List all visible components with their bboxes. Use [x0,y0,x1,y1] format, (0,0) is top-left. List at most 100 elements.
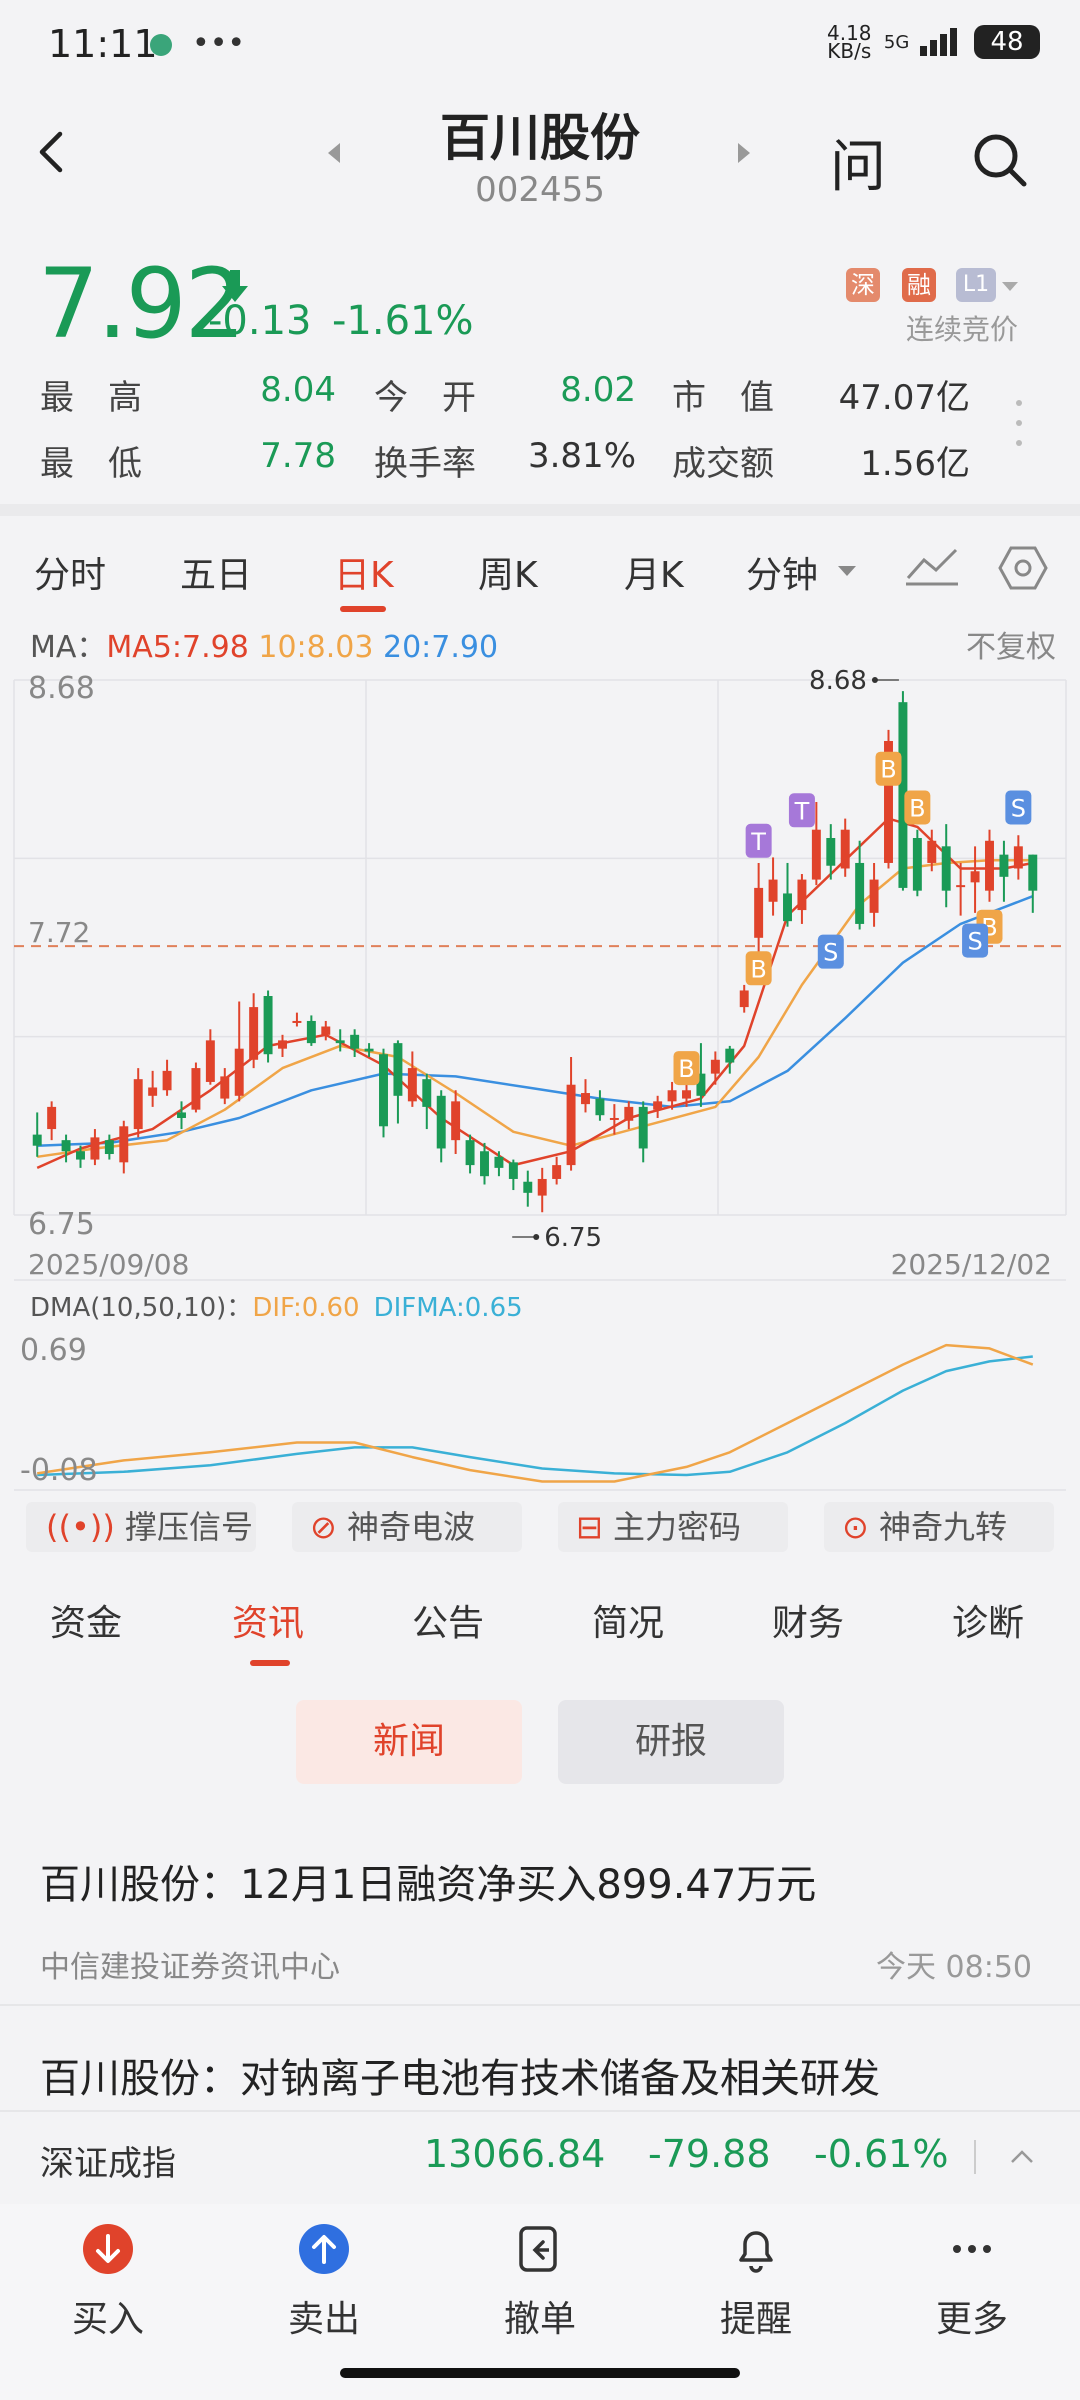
indicator-magic-wave[interactable]: ⊘ 神奇电波 [292,1502,522,1552]
dma-chart [37,1343,1034,1483]
stock-code: 002455 [475,170,605,210]
candle-body [653,1101,663,1110]
stat-label: 今 开 [374,378,476,418]
sell-button[interactable]: 卖出 [264,2222,384,2342]
candle-body [104,1140,114,1155]
candle-body [480,1151,489,1177]
marker-label: B [880,756,896,784]
cancel-order-button[interactable]: 撤单 [480,2222,600,2342]
candle-body [364,1048,374,1052]
shenzhen-tag: 深 [846,268,880,302]
adjust-mode[interactable]: 不复权 [966,630,1056,665]
dif-value: DIF:0.60 [252,1293,359,1323]
candle-body [494,1156,504,1168]
nav-label: 提醒 [719,2299,792,2340]
candle-body [350,1034,360,1049]
stat-label: 最 低 [40,444,142,484]
chevron-down-icon[interactable] [838,566,856,576]
chevron-down-icon[interactable] [1002,282,1018,291]
marker-label: S [1011,795,1026,823]
indicator-magic-nine[interactable]: ⊙ 神奇九转 [824,1502,1054,1552]
settings-icon[interactable] [998,544,1048,592]
more-icon [953,2245,991,2253]
ma-legend: MA：MA5:7.98 10:8.03 20:7.90 [30,622,498,666]
candle-body [177,1112,186,1118]
indicator-main-force[interactable]: ⊟ 主力密码 [558,1502,788,1552]
tab-week-k[interactable]: 周K [478,555,538,596]
check-circle-icon: ⊙ [842,1508,869,1546]
next-stock-icon[interactable] [738,143,750,163]
tab-timeshare[interactable]: 分时 [34,555,107,596]
candle-body [379,1054,388,1127]
candle-body [927,840,937,863]
ask-button[interactable]: 问 [830,135,886,200]
subtab-news[interactable]: 新闻 [296,1700,522,1784]
signal-marker-t: T [788,793,815,828]
search-icon[interactable] [970,130,1030,190]
candle-body [1028,854,1038,891]
candle-body [148,1087,158,1096]
cancel-order-icon [519,2226,557,2272]
signal-marker-t: T [745,823,772,858]
tab-news-info[interactable]: 资讯 [232,1603,305,1644]
candle-body [609,1117,619,1120]
tab-month-k[interactable]: 月K [624,555,684,596]
chevron-up-icon[interactable] [1010,2150,1034,2164]
ma20-value: 20:7.90 [382,630,499,665]
more-vertical-icon[interactable] [1016,400,1024,460]
prev-stock-icon[interactable] [328,143,340,163]
candle-body [783,893,792,922]
divider [0,504,1080,516]
candle-body [205,1040,215,1082]
ma5-value: MA5:7.98 [106,630,249,665]
subtab-research[interactable]: 研报 [558,1700,784,1784]
news-source: 中信建投证券资讯中心 [40,1950,340,1985]
stat-label: 市 值 [672,378,774,418]
marker-badge [817,934,844,969]
more-button[interactable]: 更多 [912,2222,1032,2342]
stat-label: 最 高 [40,378,142,418]
candle-body [985,840,994,891]
candle-body [162,1070,172,1091]
signal-icon: ((•)) [46,1508,115,1546]
candle-body [422,1079,432,1107]
back-icon[interactable] [30,130,74,174]
bottom-nav [0,2204,1080,2400]
reference-price-label: 7.72 [28,916,90,949]
alert-button[interactable]: 提醒 [696,2222,816,2342]
dif-line [37,1343,1034,1483]
tab-funds[interactable]: 资金 [50,1603,123,1644]
sell-icon [299,2224,349,2274]
tab-five-day[interactable]: 五日 [180,555,253,596]
indicator-label: 神奇电波 [346,1508,475,1546]
candle-body [581,1093,590,1105]
ma5-line [36,817,1034,1170]
news-title[interactable]: 百川股份：12月1日融资净买入899.47万元 [40,1862,817,1908]
home-indicator[interactable] [340,2368,740,2378]
marker-label: T [794,797,810,825]
candle-body [638,1106,648,1149]
candle-body [884,740,893,863]
dma-bottom-tick: -0.08 [20,1453,98,1488]
tab-minute[interactable]: 分钟 [746,555,819,596]
tab-announcements[interactable]: 公告 [412,1603,485,1644]
tab-financials[interactable]: 财务 [772,1603,845,1644]
candle-body [465,1140,475,1166]
candle-body [119,1126,129,1163]
marker-badge [788,793,815,828]
level1-tag[interactable]: L1 [956,268,996,302]
index-ticker-bar[interactable] [0,2110,1080,2206]
indicator-support-pressure[interactable]: ((•)) 撑压信号 [26,1502,256,1552]
tab-profile[interactable]: 简况 [592,1603,665,1644]
news-title[interactable]: 百川股份：对钠离子电池有技术储备及相关研发 [40,2056,880,2102]
buy-button[interactable]: 买入 [48,2222,168,2342]
tab-diagnosis[interactable]: 诊断 [952,1603,1025,1644]
candle-body [566,1084,576,1166]
candle-body [855,862,865,924]
draw-line-icon[interactable] [904,544,960,588]
tab-day-k[interactable]: 日K [334,555,394,596]
app-notification-icon [150,34,172,56]
network-type: 5G [883,31,910,53]
candle-body [710,1059,720,1074]
